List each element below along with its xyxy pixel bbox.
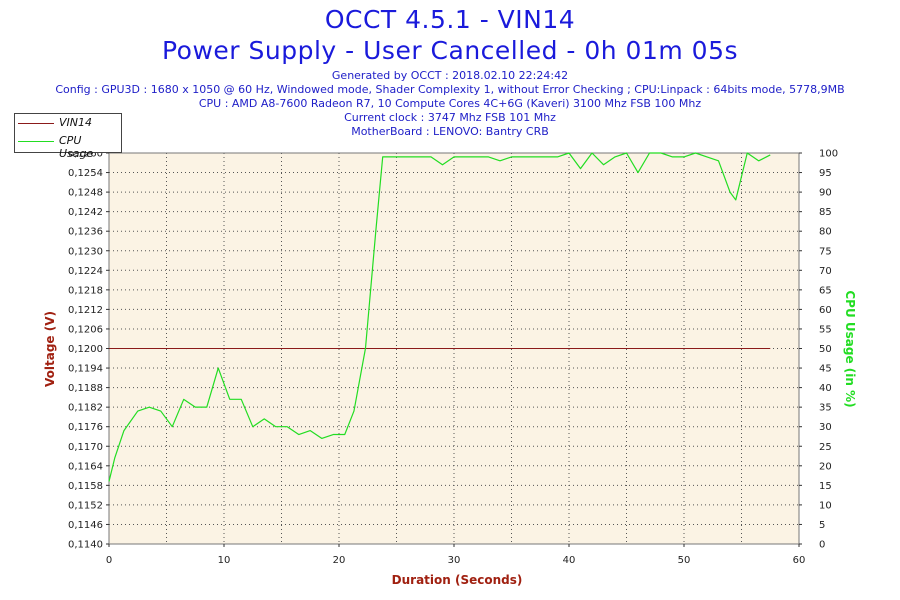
y-right-tick-label: 5 xyxy=(819,520,825,531)
y-right-tick-label: 75 xyxy=(819,246,832,257)
motherboard-info: MotherBoard : LENOVO: Bantry CRB xyxy=(351,125,549,138)
x-tick-label: 20 xyxy=(333,555,346,566)
legend-swatch-vin14 xyxy=(18,123,54,124)
y-right-tick-label: 60 xyxy=(819,305,832,316)
y-left-tick-label: 0,1182 xyxy=(68,403,103,414)
y-right-tick-label: 100 xyxy=(819,149,838,160)
y-left-tick-label: 0,1242 xyxy=(68,207,103,218)
y-left-tick-label: 0,1254 xyxy=(68,168,103,179)
config-info: Config : GPU3D : 1680 x 1050 @ 60 Hz, Wi… xyxy=(55,83,845,96)
x-tick-label: 50 xyxy=(678,555,691,566)
y-right-tick-label: 25 xyxy=(819,442,832,453)
y-left-tick-label: 0,1164 xyxy=(68,461,103,472)
legend-item-cpu-usage: CPU Usage xyxy=(15,133,119,160)
y-right-tick-label: 55 xyxy=(819,324,832,335)
legend: VIN14 CPU Usage xyxy=(14,113,122,160)
y-right-tick-label: 35 xyxy=(819,403,832,414)
y-left-tick-label: 0,1176 xyxy=(68,422,103,433)
cpu-info: CPU : AMD A8-7600 Radeon R7, 10 Compute … xyxy=(198,97,702,110)
x-axis-label: Duration (Seconds) xyxy=(392,573,523,587)
y-left-tick-label: 0,1230 xyxy=(68,246,103,257)
y-left-tick-label: 0,1224 xyxy=(68,266,103,277)
y-right-tick-label: 30 xyxy=(819,422,832,433)
y-right-tick-label: 80 xyxy=(819,227,832,238)
y-left-tick-label: 0,1194 xyxy=(68,364,103,375)
x-tick-label: 30 xyxy=(448,555,461,566)
clock-info: Current clock : 3747 Mhz FSB 101 Mhz xyxy=(344,111,556,124)
y-left-tick-label: 0,1146 xyxy=(68,520,103,531)
x-tick-label: 40 xyxy=(563,555,576,566)
y-right-tick-label: 45 xyxy=(819,364,832,375)
legend-label-vin14: VIN14 xyxy=(59,116,92,129)
y-right-tick-label: 10 xyxy=(819,500,832,511)
y-right-tick-label: 20 xyxy=(819,461,832,472)
y-left-tick-label: 0,1200 xyxy=(68,344,103,355)
legend-swatch-cpu-usage xyxy=(18,141,54,142)
y-left-tick-label: 0,1206 xyxy=(68,324,103,335)
y-left-tick-label: 0,1152 xyxy=(68,500,103,511)
y-left-tick-label: 0,1158 xyxy=(68,481,103,492)
chart-subtitle: Power Supply - User Cancelled - 0h 01m 0… xyxy=(161,36,739,65)
y-left-tick-label: 0,1218 xyxy=(68,285,103,296)
chart-title: OCCT 4.5.1 - VIN14 xyxy=(324,5,576,34)
series-line-cpu-usage xyxy=(108,152,771,482)
y-left-tick-label: 0,1212 xyxy=(68,305,103,316)
y-right-tick-label: 40 xyxy=(819,383,832,394)
y-right-tick-label: 15 xyxy=(819,481,832,492)
y-right-tick-label: 95 xyxy=(819,168,832,179)
y-left-tick-label: 0,1248 xyxy=(68,188,103,199)
legend-label-cpu-usage: CPU Usage xyxy=(59,134,94,160)
x-tick-label: 0 xyxy=(106,555,112,566)
x-tick-label: 10 xyxy=(218,555,231,566)
y-left-tick-label: 0,1170 xyxy=(68,442,103,453)
y-right-tick-label: 90 xyxy=(819,188,832,199)
generated-info: Generated by OCCT : 2018.02.10 22:24:42 xyxy=(331,69,569,82)
y-right-axis-label: CPU Usage (in %) xyxy=(843,290,857,407)
y-right-tick-label: 0 xyxy=(819,540,825,551)
y-right-tick-label: 85 xyxy=(819,207,832,218)
y-left-tick-label: 0,1236 xyxy=(68,227,103,238)
y-left-tick-label: 0,1140 xyxy=(68,540,103,551)
y-left-axis-label: Voltage (V) xyxy=(43,311,57,387)
y-left-tick-label: 0,1260 xyxy=(68,149,103,160)
x-tick-label: 60 xyxy=(793,555,806,566)
y-right-tick-label: 65 xyxy=(819,285,832,296)
legend-item-vin14: VIN14 xyxy=(15,115,119,131)
y-left-tick-label: 0,1188 xyxy=(68,383,103,394)
y-right-tick-label: 50 xyxy=(819,344,832,355)
y-right-tick-label: 70 xyxy=(819,266,832,277)
